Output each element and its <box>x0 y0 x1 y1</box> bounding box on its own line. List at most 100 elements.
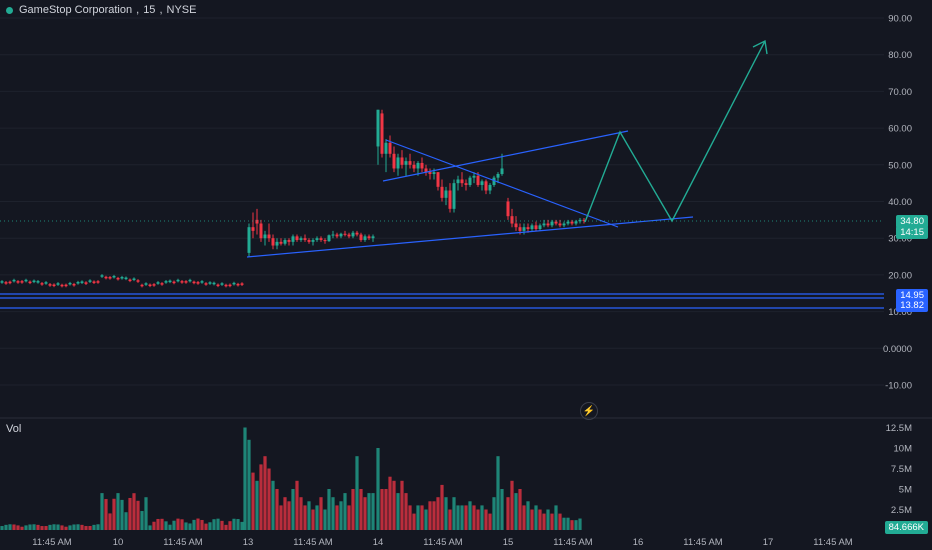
candle-body <box>339 233 343 237</box>
symbol-header[interactable]: GameStop Corporation, 15, NYSE <box>6 4 196 16</box>
volume-bar <box>168 524 172 530</box>
volume-bar <box>408 505 412 530</box>
candle-body <box>424 168 428 173</box>
trend-line[interactable] <box>385 139 619 228</box>
volume-bar <box>28 524 32 530</box>
candle-body <box>456 179 460 184</box>
candle-body <box>255 219 259 224</box>
candle-body <box>180 281 184 283</box>
trend-line[interactable] <box>246 216 694 258</box>
candle-body <box>566 221 570 224</box>
volume-bar <box>299 497 303 530</box>
candle-body <box>72 283 76 286</box>
volume-bar <box>526 501 530 530</box>
candle-body <box>271 238 275 246</box>
candle-body <box>92 281 96 283</box>
candle-body <box>404 161 408 165</box>
volume-bar <box>56 524 60 530</box>
volume-bar <box>347 505 351 530</box>
candle-body <box>104 276 108 279</box>
volume-bar <box>367 493 371 530</box>
candle-body <box>116 277 120 280</box>
volume-bar <box>243 427 247 530</box>
candle-body <box>96 281 100 283</box>
candle-body <box>108 277 112 279</box>
candle-body <box>452 183 456 209</box>
candle-body <box>464 183 468 185</box>
volume-bar <box>355 456 359 530</box>
candle-body <box>0 281 4 283</box>
volume-bar <box>392 480 396 530</box>
volume-bar <box>522 505 526 530</box>
volume-bar <box>331 497 335 530</box>
volume-bar <box>259 464 263 530</box>
volume-bar <box>380 489 384 530</box>
time-tick-label: 11:45 AM <box>683 537 723 548</box>
volume-bar <box>52 524 56 530</box>
candle-body <box>484 181 488 191</box>
candle-body <box>355 232 359 235</box>
volume-bar <box>176 518 180 530</box>
time-axis[interactable]: 11:45 AM 10 11:45 AM 13 11:45 AM 14 11:45 AM 15… <box>32 537 853 548</box>
volume-bar <box>291 489 295 530</box>
volume-value-tag: 84.666K <box>884 521 928 534</box>
price-tick-label: 40.00 <box>888 197 912 208</box>
volume-bar <box>76 524 80 530</box>
volume-bar <box>120 499 124 530</box>
candle-body <box>128 279 132 282</box>
header-separator: , <box>136 4 140 16</box>
lightning-icon[interactable]: ⚡ <box>580 402 598 420</box>
volume-tick-label: 2.5M <box>891 505 912 516</box>
candle-body <box>164 281 168 283</box>
volume-bar <box>132 493 136 530</box>
volume-bar <box>136 500 140 530</box>
volume-bar <box>4 524 8 530</box>
candle-body <box>514 223 518 228</box>
volume-bar <box>0 526 4 530</box>
volume-bar <box>351 489 355 530</box>
volume-bar <box>172 520 176 530</box>
candle-body <box>247 227 251 253</box>
candle-body <box>124 277 128 280</box>
candle-body <box>526 227 530 230</box>
volume-bar <box>80 524 84 530</box>
volume-bar <box>484 509 488 530</box>
volume-bar <box>160 518 164 530</box>
candle-body <box>392 153 396 169</box>
candle-body <box>200 281 204 283</box>
price-axis[interactable]: 90.00 80.00 70.00 60.00 50.00 40.00 30.00 20.00… <box>883 14 912 392</box>
volume-bar <box>428 501 432 530</box>
time-tick-label: 11:45 AM <box>32 537 72 548</box>
candle-body <box>32 280 36 283</box>
candle-body <box>275 241 279 246</box>
volume-bar <box>8 524 12 530</box>
volume-bar <box>112 498 116 530</box>
candle-body <box>327 235 331 242</box>
candle-body <box>24 279 28 282</box>
volume-bar <box>323 509 327 530</box>
projection-path[interactable] <box>584 40 766 223</box>
candle-body <box>228 284 232 287</box>
volume-bar <box>404 493 408 530</box>
candle-body <box>343 233 347 235</box>
candle-body <box>472 175 476 178</box>
volume-bar <box>550 513 554 530</box>
candle-body <box>335 234 339 237</box>
volume-bar <box>514 493 518 530</box>
volume-bar <box>492 497 496 530</box>
time-tick-label: 17 <box>763 537 774 548</box>
candle-body <box>440 186 444 198</box>
trend-line[interactable] <box>382 130 629 182</box>
volume-bar <box>148 525 152 530</box>
candle-body <box>371 236 375 239</box>
volume-bar <box>124 512 128 530</box>
volume-pane-label[interactable]: Vol <box>6 423 22 435</box>
price-tick-label: 0.0000 <box>883 344 912 355</box>
volume-bar <box>311 509 315 530</box>
volume-bar <box>84 526 88 530</box>
candle-body <box>562 223 566 226</box>
volume-bar <box>116 493 120 530</box>
volume-bar <box>152 521 156 530</box>
candle-body <box>530 225 534 230</box>
